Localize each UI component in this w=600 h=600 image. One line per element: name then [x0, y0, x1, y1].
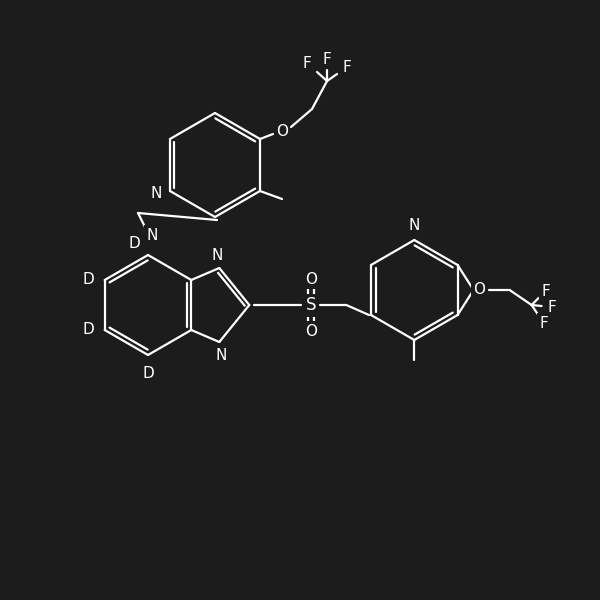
Text: N: N	[212, 247, 223, 263]
Text: N: N	[146, 227, 158, 242]
Text: D: D	[83, 272, 95, 287]
Text: F: F	[302, 55, 311, 70]
Text: N: N	[409, 218, 420, 233]
Text: O: O	[473, 283, 485, 298]
Text: N: N	[215, 347, 227, 362]
Text: O: O	[305, 323, 317, 338]
Text: F: F	[541, 283, 550, 298]
Text: O: O	[305, 271, 317, 286]
Text: S: S	[306, 296, 317, 314]
Text: D: D	[83, 323, 95, 337]
Text: D: D	[128, 235, 140, 251]
Text: D: D	[142, 365, 154, 380]
Text: F: F	[547, 299, 556, 314]
Text: N: N	[150, 187, 161, 202]
Text: O: O	[276, 124, 288, 139]
Text: F: F	[323, 52, 331, 67]
Text: F: F	[539, 316, 548, 331]
Text: F: F	[343, 59, 352, 74]
